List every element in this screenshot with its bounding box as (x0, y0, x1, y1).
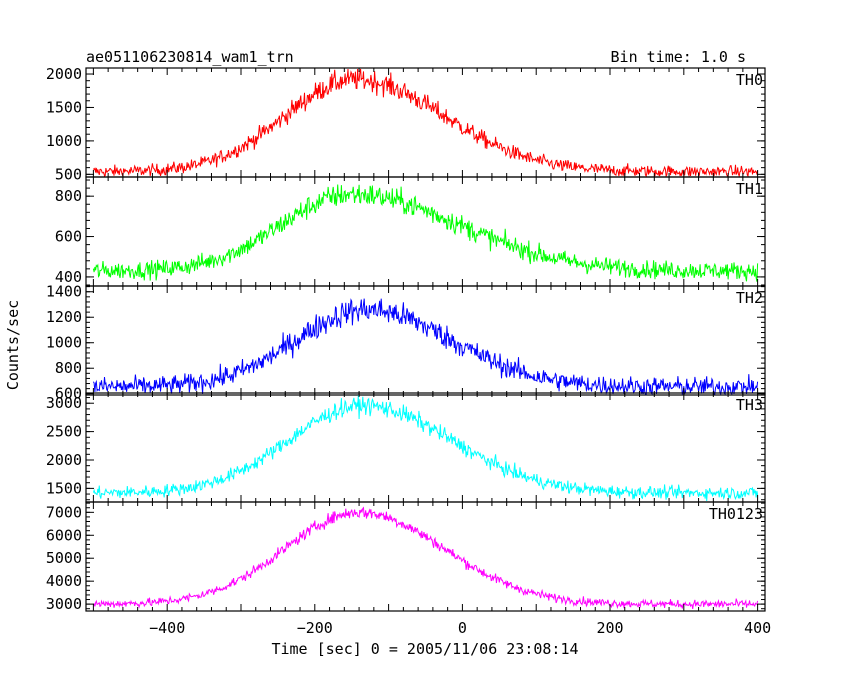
y-tick-label: 600 (55, 228, 82, 246)
y-tick-label: 500 (55, 165, 82, 183)
y-tick-label: 800 (55, 359, 82, 377)
panel-frame (85, 67, 766, 178)
panel-label: TH2 (736, 289, 763, 307)
y-tick-label: 1200 (46, 308, 82, 326)
y-tick-label: 1000 (46, 334, 82, 352)
y-tick-label: 4000 (46, 572, 82, 590)
series-line-th0123 (92, 506, 759, 610)
y-tick-label: 2000 (46, 65, 82, 83)
bin-time-label: Bin time: 1.0 s (611, 48, 746, 66)
series-line-th2 (92, 298, 759, 396)
panel-th0123: TH0123 3000 4000 5000 6000 7000 (46, 501, 766, 613)
panel-frame (85, 501, 766, 612)
y-tick-label: 6000 (46, 526, 82, 544)
y-tick-label: 400 (55, 268, 82, 286)
panel-label: TH0123 (709, 505, 763, 523)
y-tick-label: 1500 (46, 98, 82, 116)
panel-frame (85, 392, 766, 503)
series-line-th0 (93, 68, 759, 178)
x-tick-label: 400 (744, 619, 771, 637)
y-tick-label: 5000 (46, 549, 82, 567)
series-line-th1 (92, 184, 759, 282)
x-axis: −400 −200 0 200 400 (149, 619, 771, 637)
y-tick-label: 7000 (46, 503, 82, 521)
x-tick-label: 200 (596, 619, 623, 637)
x-axis-label: Time [sec] 0 = 2005/11/06 23:08:14 (271, 640, 578, 658)
series-line-th3 (92, 395, 759, 502)
panel-th2: TH2 600 800 1000 1200 1400 (46, 283, 766, 403)
panel-frame (85, 285, 766, 396)
y-tick-label: 1000 (46, 132, 82, 150)
x-tick-label: 0 (458, 619, 467, 637)
x-tick-label: −400 (149, 619, 185, 637)
panel-th3: TH3 1500 2000 2500 3000 (46, 392, 766, 503)
y-tick-label: 2000 (46, 451, 82, 469)
panel-th0: TH0 500 1000 1500 2000 (46, 65, 766, 183)
y-axis-label: Counts/sec (4, 300, 22, 390)
y-tick-label: 1500 (46, 479, 82, 497)
y-tick-label: 800 (55, 187, 82, 205)
y-tick-label: 1400 (46, 283, 82, 301)
chart-panels: TH0 500 1000 1500 2000 TH1 400 600 800 TH2 600 800 1… (46, 65, 766, 613)
y-tick-label: 2500 (46, 423, 82, 441)
y-tick-label: 3000 (46, 394, 82, 412)
panel-label: TH0 (736, 71, 763, 89)
y-tick-label: 600 (55, 385, 82, 403)
panel-label: TH1 (736, 180, 763, 198)
y-tick-label: 3000 (46, 595, 82, 613)
x-tick-label: −200 (297, 619, 333, 637)
panel-label: TH3 (736, 396, 763, 414)
panel-th1: TH1 400 600 800 (55, 176, 766, 287)
chart-title: ae051106230814_wam1_trn (86, 48, 294, 66)
